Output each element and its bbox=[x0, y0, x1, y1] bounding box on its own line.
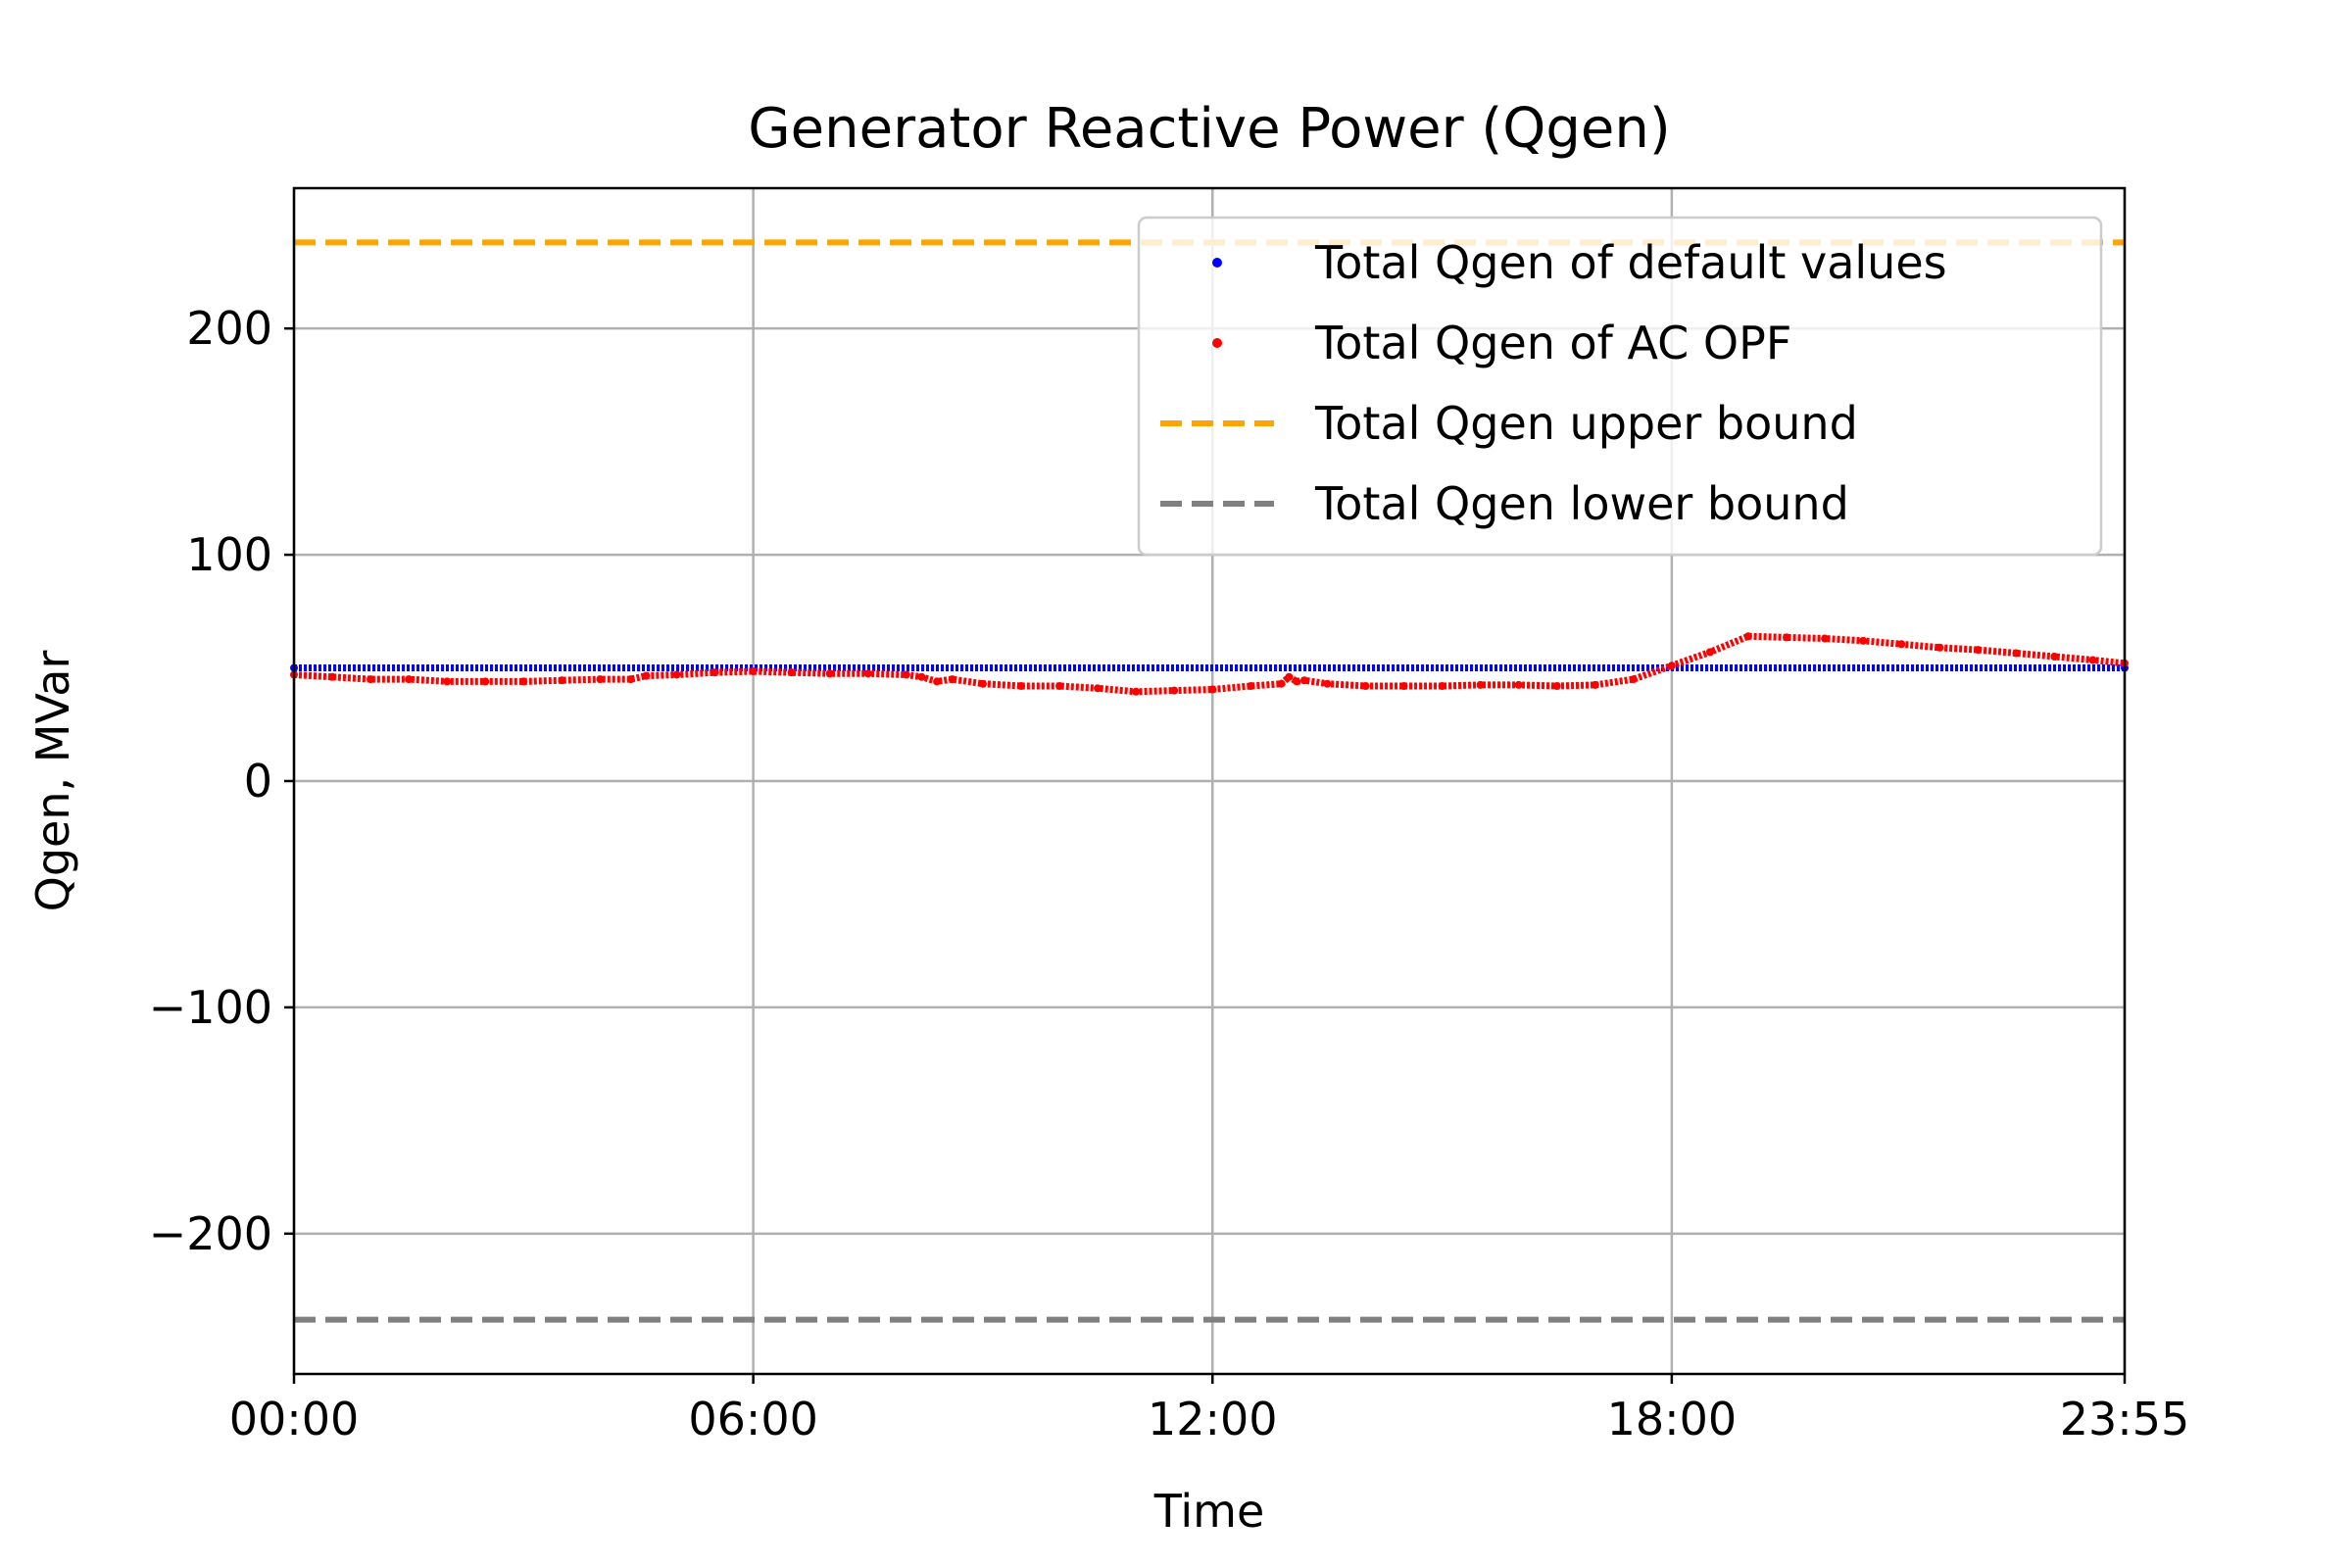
data-point bbox=[917, 672, 926, 681]
data-point bbox=[1208, 685, 1217, 694]
legend-label: Total Qgen of default values bbox=[1314, 236, 1947, 289]
data-point bbox=[1299, 676, 1308, 685]
data-point bbox=[1514, 680, 1523, 689]
legend-label: Total Qgen upper bound bbox=[1314, 397, 1858, 450]
data-point bbox=[749, 667, 758, 676]
x-tick-label: 06:00 bbox=[688, 1393, 818, 1446]
data-point bbox=[902, 670, 910, 679]
legend-marker bbox=[1212, 338, 1222, 348]
chart-title: Generator Reactive Power (Qgen) bbox=[748, 97, 1670, 161]
y-axis-label: Qgen, MVar bbox=[26, 651, 79, 912]
data-point bbox=[1132, 687, 1141, 696]
data-point bbox=[1438, 682, 1446, 691]
data-point bbox=[1247, 682, 1255, 691]
data-point bbox=[825, 669, 834, 678]
legend-label: Total Qgen lower bound bbox=[1314, 477, 1849, 530]
legend-item: Total Qgen of default values bbox=[1212, 236, 1947, 289]
x-tick-label: 18:00 bbox=[1607, 1393, 1738, 1446]
data-point bbox=[2012, 649, 2021, 658]
data-point bbox=[642, 671, 651, 680]
data-point bbox=[948, 675, 956, 684]
data-point bbox=[1821, 634, 1830, 643]
data-point bbox=[481, 677, 490, 686]
x-tick-label: 23:55 bbox=[2060, 1393, 2190, 1446]
data-point bbox=[2088, 656, 2097, 664]
legend-item: Total Qgen upper bound bbox=[1160, 397, 1858, 450]
data-point bbox=[2050, 652, 2059, 661]
data-point bbox=[787, 668, 796, 677]
data-point bbox=[710, 668, 719, 677]
data-point bbox=[1293, 677, 1301, 686]
data-point bbox=[1285, 672, 1294, 681]
data-point bbox=[1859, 636, 1868, 645]
x-tick-label: 00:00 bbox=[229, 1393, 360, 1446]
series-1 bbox=[290, 632, 2129, 696]
data-point bbox=[1399, 682, 1408, 691]
data-point bbox=[1629, 675, 1638, 684]
data-point bbox=[1743, 632, 1752, 641]
legend-marker bbox=[1212, 258, 1222, 268]
data-point bbox=[1361, 682, 1370, 691]
y-tick-label: −100 bbox=[149, 981, 272, 1034]
data-point bbox=[1974, 646, 1983, 655]
data-point bbox=[626, 675, 635, 684]
data-point bbox=[1277, 679, 1286, 688]
data-point bbox=[933, 677, 942, 686]
legend-item: Total Qgen lower bound bbox=[1160, 477, 1849, 530]
data-point bbox=[1591, 680, 1599, 689]
data-point bbox=[519, 677, 528, 686]
data-point bbox=[596, 675, 605, 684]
legend: Total Qgen of default values Total Qgen o… bbox=[1137, 216, 2103, 557]
y-tick-label: −200 bbox=[149, 1207, 272, 1260]
x-axis-label: Time bbox=[1153, 1485, 1265, 1538]
y-tick-label: 100 bbox=[186, 528, 272, 581]
data-point bbox=[1705, 648, 1714, 657]
legend-label: Total Qgen of AC OPF bbox=[1314, 317, 1791, 369]
data-point bbox=[978, 679, 987, 688]
data-point bbox=[1936, 643, 1944, 652]
legend-item: Total Qgen of AC OPF bbox=[1212, 317, 1791, 369]
data-point bbox=[863, 669, 872, 678]
data-point bbox=[1170, 686, 1179, 695]
data-point bbox=[328, 672, 337, 681]
data-point bbox=[672, 670, 681, 679]
data-point bbox=[1476, 680, 1485, 689]
data-point bbox=[1667, 662, 1676, 670]
data-point bbox=[1323, 679, 1332, 688]
data-point bbox=[1897, 640, 1906, 649]
data-point bbox=[1094, 684, 1102, 693]
x-tick-label: 12:00 bbox=[1148, 1393, 1278, 1446]
axis-ticks: 00:00 06:00 12:00 18:00 23:55 200 100 0 −100 −200 bbox=[149, 302, 2190, 1446]
y-tick-label: 200 bbox=[186, 302, 272, 355]
y-tick-label: 0 bbox=[244, 755, 272, 808]
data-point bbox=[367, 675, 375, 684]
data-point bbox=[1552, 682, 1561, 691]
data-point bbox=[405, 675, 414, 684]
data-point bbox=[1055, 682, 1064, 691]
data-point bbox=[558, 676, 566, 685]
legend-box bbox=[1137, 216, 2103, 557]
data-point bbox=[443, 677, 452, 686]
data-point bbox=[1783, 633, 1791, 642]
data-point bbox=[1016, 682, 1025, 691]
